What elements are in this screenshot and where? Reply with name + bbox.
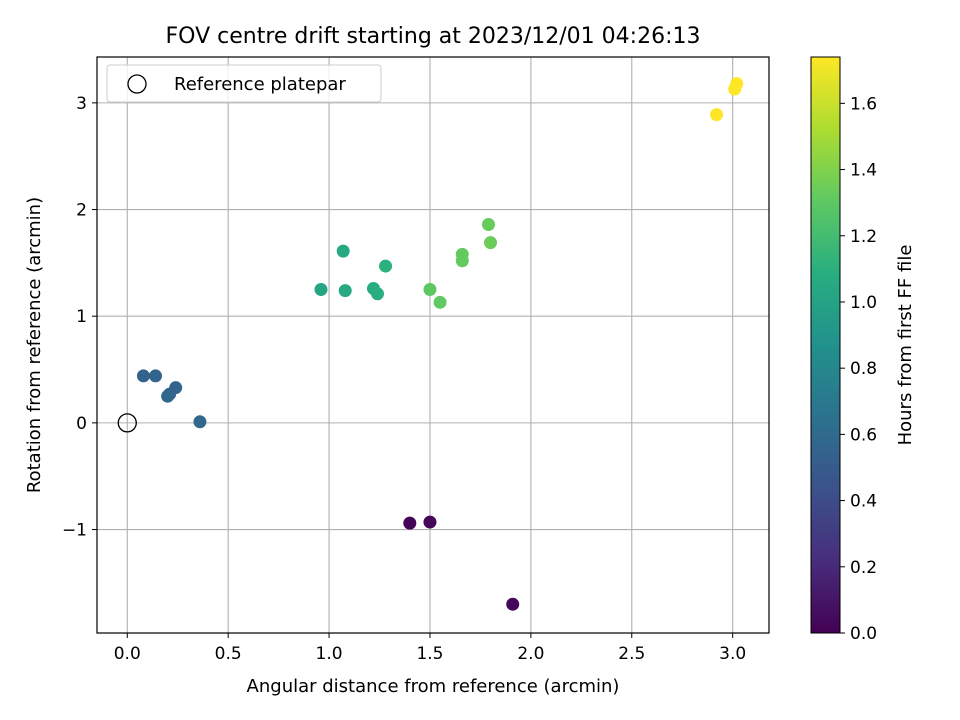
data-point (481, 217, 495, 231)
colorbar-label: Hours from first FF file (895, 245, 916, 446)
colorbar-gradient (810, 56, 841, 634)
x-tick-label: 2.0 (517, 644, 544, 664)
reference-platepar-marker (117, 413, 137, 433)
y-tick-label: 0 (76, 414, 87, 434)
colorbar-tick-label: 0.2 (850, 558, 877, 578)
y-tick-label: −1 (62, 521, 87, 541)
grid-lines (97, 57, 769, 633)
plot-area-frame (96, 56, 770, 634)
data-point (371, 287, 385, 301)
colorbar-ticks: 0.0 0.2 0.4 0.6 0.8 1.0 1.2 1.4 1.6 (840, 94, 877, 644)
data-point (403, 516, 417, 530)
legend: Reference platepar (106, 64, 382, 103)
data-point (484, 236, 498, 250)
data-point (423, 283, 437, 297)
data-point (314, 283, 328, 297)
x-tick-label: 0.0 (114, 644, 141, 664)
colorbar-tick-label: 0.8 (850, 359, 877, 379)
x-tick-label: 1.0 (316, 644, 343, 664)
colorbar: 0.0 0.2 0.4 0.6 0.8 1.0 1.2 1.4 1.6 Hours from f… (810, 56, 916, 644)
y-tick-label: 3 (76, 94, 87, 114)
data-point (336, 244, 350, 258)
data-point (506, 597, 520, 611)
x-tick-label: 3.0 (719, 644, 746, 664)
data-point (730, 77, 744, 91)
data-point (338, 284, 352, 298)
x-axis-label: Angular distance from reference (arcmin) (247, 676, 620, 697)
y-tick-label: 2 (76, 201, 87, 221)
data-point (455, 254, 469, 268)
x-tick-label: 0.5 (215, 644, 242, 664)
data-point (136, 369, 150, 383)
data-point (193, 415, 207, 429)
x-tick-label: 1.5 (416, 644, 443, 664)
legend-marker-reference (127, 74, 147, 94)
y-tick-label: 1 (76, 307, 87, 327)
colorbar-tick-label: 1.4 (850, 161, 877, 181)
colorbar-tick-label: 1.6 (850, 94, 877, 114)
data-point (161, 389, 175, 403)
legend-label-reference: Reference platepar (174, 74, 346, 95)
colorbar-tick-label: 0.4 (850, 492, 877, 512)
data-point (433, 295, 447, 309)
x-axis-ticks: 0.0 0.5 1.0 1.5 2.0 2.5 3.0 (114, 633, 746, 664)
legend-box (106, 64, 382, 103)
data-point (379, 259, 393, 273)
data-point (423, 515, 437, 529)
colorbar-tick-label: 1.2 (850, 227, 877, 247)
y-axis-label: Rotation from reference (arcmin) (24, 197, 45, 493)
colorbar-tick-label: 0.6 (850, 425, 877, 445)
colorbar-tick-label: 1.0 (850, 293, 877, 313)
chart-title: FOV centre drift starting at 2023/12/01 … (166, 24, 701, 49)
y-axis-ticks: −1 0 1 2 3 (62, 94, 97, 541)
data-points (117, 77, 744, 611)
colorbar-tick-label: 0.0 (850, 624, 877, 644)
data-point (710, 108, 724, 122)
x-tick-label: 2.5 (618, 644, 645, 664)
data-point (149, 369, 163, 383)
